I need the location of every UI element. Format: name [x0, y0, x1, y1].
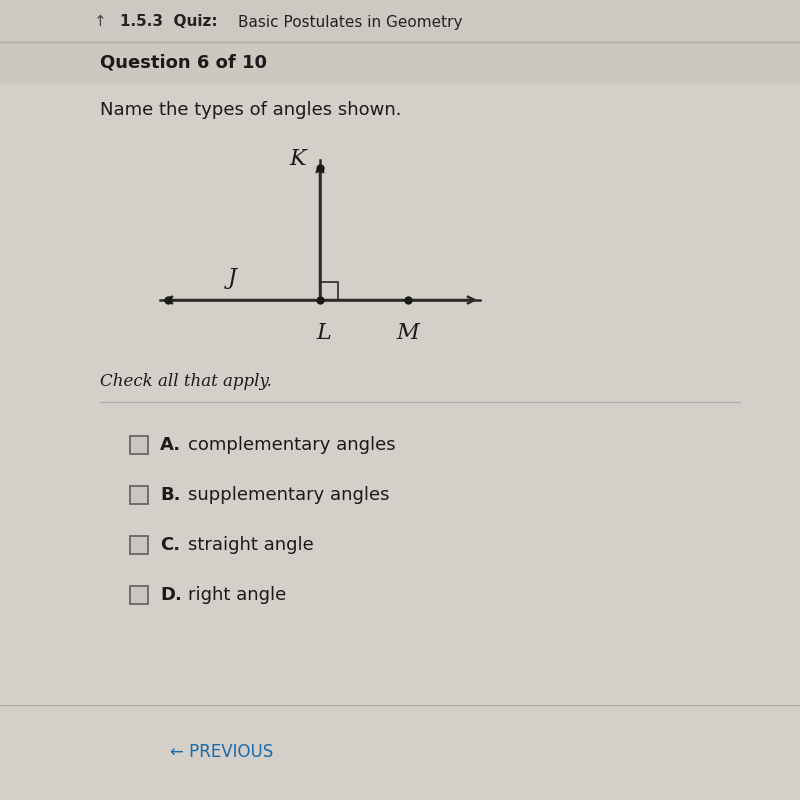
- Text: A.: A.: [160, 436, 181, 454]
- Text: L: L: [317, 322, 331, 344]
- Text: Question 6 of 10: Question 6 of 10: [100, 53, 267, 71]
- Text: complementary angles: complementary angles: [188, 436, 396, 454]
- Text: supplementary angles: supplementary angles: [188, 486, 390, 504]
- Text: Name the types of angles shown.: Name the types of angles shown.: [100, 101, 402, 119]
- Text: straight angle: straight angle: [188, 536, 314, 554]
- Text: M: M: [397, 322, 419, 344]
- Text: ↑: ↑: [94, 14, 106, 30]
- Bar: [130, 436, 148, 454]
- Text: Check all that apply.: Check all that apply.: [100, 374, 272, 390]
- Bar: [130, 536, 148, 554]
- Bar: [130, 486, 148, 504]
- Text: D.: D.: [160, 586, 182, 604]
- Bar: [320, 282, 338, 300]
- Text: Basic Postulates in Geometry: Basic Postulates in Geometry: [238, 14, 462, 30]
- Bar: [130, 586, 148, 604]
- Bar: [0, 0, 800, 42]
- Text: C.: C.: [160, 536, 180, 554]
- Bar: [0, 42, 800, 82]
- Text: ← PREVIOUS: ← PREVIOUS: [170, 743, 274, 761]
- Text: K: K: [290, 148, 306, 170]
- Text: 1.5.3  Quiz:: 1.5.3 Quiz:: [120, 14, 218, 30]
- Text: J: J: [227, 267, 237, 289]
- Text: right angle: right angle: [188, 586, 286, 604]
- Text: B.: B.: [160, 486, 181, 504]
